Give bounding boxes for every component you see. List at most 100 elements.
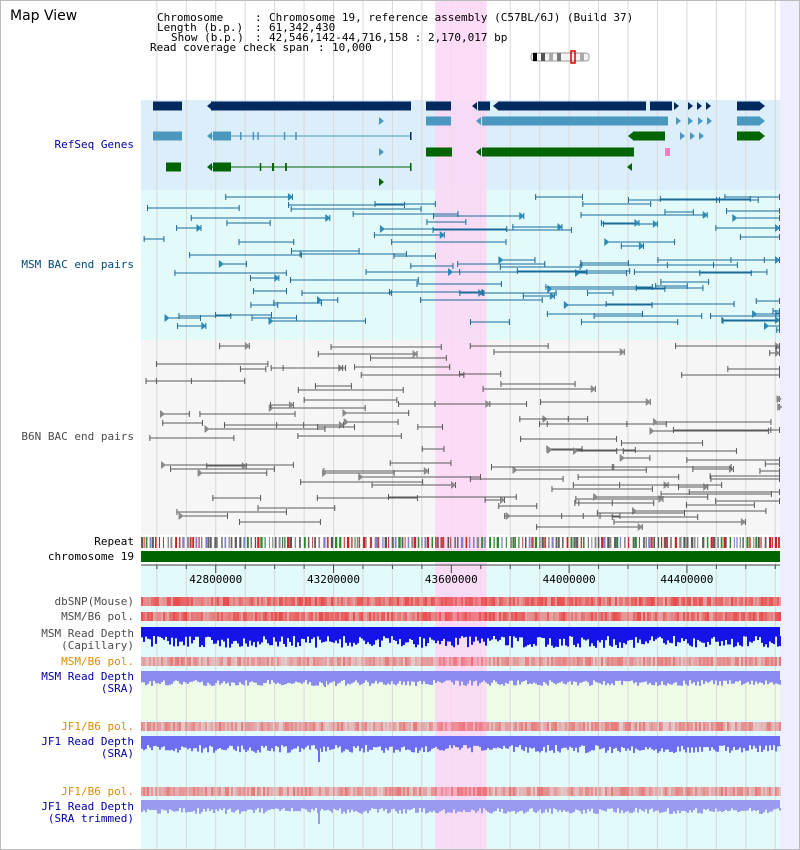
heat-cell [439,597,441,606]
repeat-label[interactable]: Repeat [94,535,134,548]
msm-bac-end-pairs-label[interactable]: MSM BAC end pairs [21,258,134,271]
jf1-read-depth-trimmed-label[interactable]: JF1 Read Depth [41,800,134,813]
jf1-read-depth-sra-label[interactable]: JF1 Read Depth [41,735,134,748]
depth-bar [693,745,695,753]
depth-bar [417,808,419,813]
heat-cell [533,657,535,666]
heat-cell [495,787,497,796]
depth-bar [471,808,473,810]
heat-cell [475,612,477,621]
jf1-b6-pol-label[interactable]: JF1/B6 pol. [61,720,134,733]
heat-cell [169,787,171,796]
depth-bar [725,680,727,681]
depth-bar [757,680,759,684]
heat-cell [711,722,713,731]
depth-bar [215,636,217,644]
heat-cell [321,787,323,796]
heat-cell [599,722,601,731]
heat-cell [663,657,665,666]
bac-end-mark [733,301,735,307]
heat-cell [405,787,407,796]
bac-end-mark [337,297,339,303]
heat-cell [361,612,363,621]
heat-cell [617,657,619,666]
heat-cell [223,722,225,731]
bac-end-mark [519,416,521,422]
depth-bar [649,680,651,683]
heat-cell [675,612,677,621]
heat-cell [271,612,273,621]
msm-read-depth-capillary-label[interactable]: MSM Read Depth [41,627,134,640]
msm-b6-pol-label[interactable]: MSM/B6 pol. [61,610,134,623]
heat-cell [341,722,343,731]
depth-bar [201,745,203,753]
heat-cell [241,787,243,796]
heat-cell [249,787,251,796]
repeat-element [742,537,744,548]
repeat-element [365,537,367,548]
b6n-bac-end-pairs-label[interactable]: B6N BAC end pairs [21,430,134,443]
depth-bar [183,636,185,646]
repeat-element [143,537,145,548]
gene-exon [295,132,297,140]
dbsnp-label[interactable]: dbSNP(Mouse) [54,595,134,608]
depth-bar [709,745,711,751]
depth-bar [145,745,147,750]
heat-cell [471,612,473,621]
depth-baseline [141,800,780,808]
heat-cell [599,597,601,606]
bac-end-mark [536,524,538,530]
chromosome-track-label[interactable]: chromosome 19 [47,550,134,563]
heat-cell [347,722,349,731]
depth-bar [715,745,717,752]
depth-bar [197,680,199,682]
heat-cell [167,657,169,666]
heat-cell [743,597,745,606]
bac-end-mark [578,500,580,506]
heat-cell [535,597,537,606]
heat-cell [679,612,681,621]
heat-cell [623,612,625,621]
jf1-b6-pol-trimmed-strip [141,787,781,796]
heat-cell [245,787,247,796]
heat-cell [647,722,649,731]
msm-read-depth-sra-label[interactable]: MSM Read Depth [41,670,134,683]
depth-bar [337,680,339,684]
heat-cell [597,597,599,606]
heat-cell [749,657,751,666]
jf1-b6-pol-trimmed-label[interactable]: JF1/B6 pol. [61,785,134,798]
depth-bar [755,680,757,682]
depth-bar [305,745,307,748]
heat-cell [547,597,549,606]
heat-cell [485,597,487,606]
depth-bar [581,808,583,814]
msm-b6-pol-sra-label[interactable]: MSM/B6 pol. [61,655,134,668]
depth-bar [521,636,523,638]
depth-bar [751,745,753,750]
heat-cell [627,722,629,731]
heat-cell [519,612,521,621]
depth-bar [209,745,211,746]
heat-cell [227,787,229,796]
heat-cell [437,657,439,666]
depth-bar [213,636,215,644]
depth-bar [603,636,605,648]
depth-bar [321,808,323,809]
heat-cell [349,597,351,606]
bac-end-arrow [244,342,250,350]
repeat-element [764,537,767,548]
heat-cell [711,657,713,666]
heat-cell [453,597,455,606]
depth-bar [249,680,251,683]
refseq-genes-label[interactable]: RefSeq Genes [54,138,134,151]
depth-bar [239,636,241,647]
depth-bar [245,636,247,644]
heat-cell [213,657,215,666]
bac-end-mark [686,283,688,289]
heat-cell [275,787,277,796]
depth-bar [559,745,561,753]
heat-cell [395,597,397,606]
repeat-element [558,537,560,548]
depth-bar [173,808,175,812]
